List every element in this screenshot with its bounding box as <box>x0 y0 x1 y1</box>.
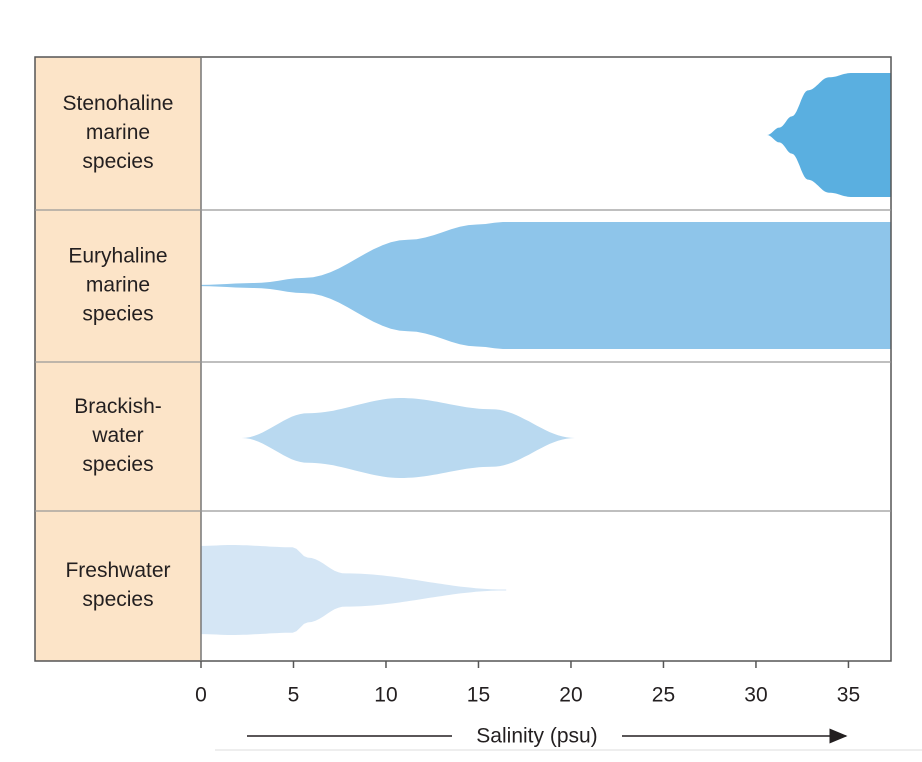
species-label: species <box>82 303 153 326</box>
x-tick-label: 15 <box>467 684 490 707</box>
species-label: species <box>82 453 153 476</box>
species-label: Stenohaline <box>63 92 174 115</box>
x-axis-label: Salinity (psu) <box>476 725 597 748</box>
label-panel <box>35 57 201 661</box>
tolerance-shape <box>201 222 891 349</box>
tolerance-shape <box>767 73 891 197</box>
x-tick-label: 30 <box>744 684 767 707</box>
species-label: marine <box>86 121 150 144</box>
x-tick-label: 25 <box>652 684 675 707</box>
species-label: Freshwater <box>65 559 170 582</box>
frame <box>34 56 892 662</box>
x-tick-label: 20 <box>559 684 582 707</box>
x-tick-label: 0 <box>195 684 207 707</box>
tolerance-shape <box>241 398 575 478</box>
species-label: Brackish- <box>74 395 162 418</box>
species-label: species <box>82 150 153 173</box>
x-tick-label: 10 <box>374 684 397 707</box>
x-tick-label: 5 <box>288 684 300 707</box>
species-label: Euryhaline <box>68 245 167 268</box>
species-label: marine <box>86 274 150 297</box>
species-label: species <box>82 588 153 611</box>
species-label: water <box>91 424 143 447</box>
tolerance-shape <box>201 545 507 635</box>
x-tick-label: 35 <box>837 684 860 707</box>
